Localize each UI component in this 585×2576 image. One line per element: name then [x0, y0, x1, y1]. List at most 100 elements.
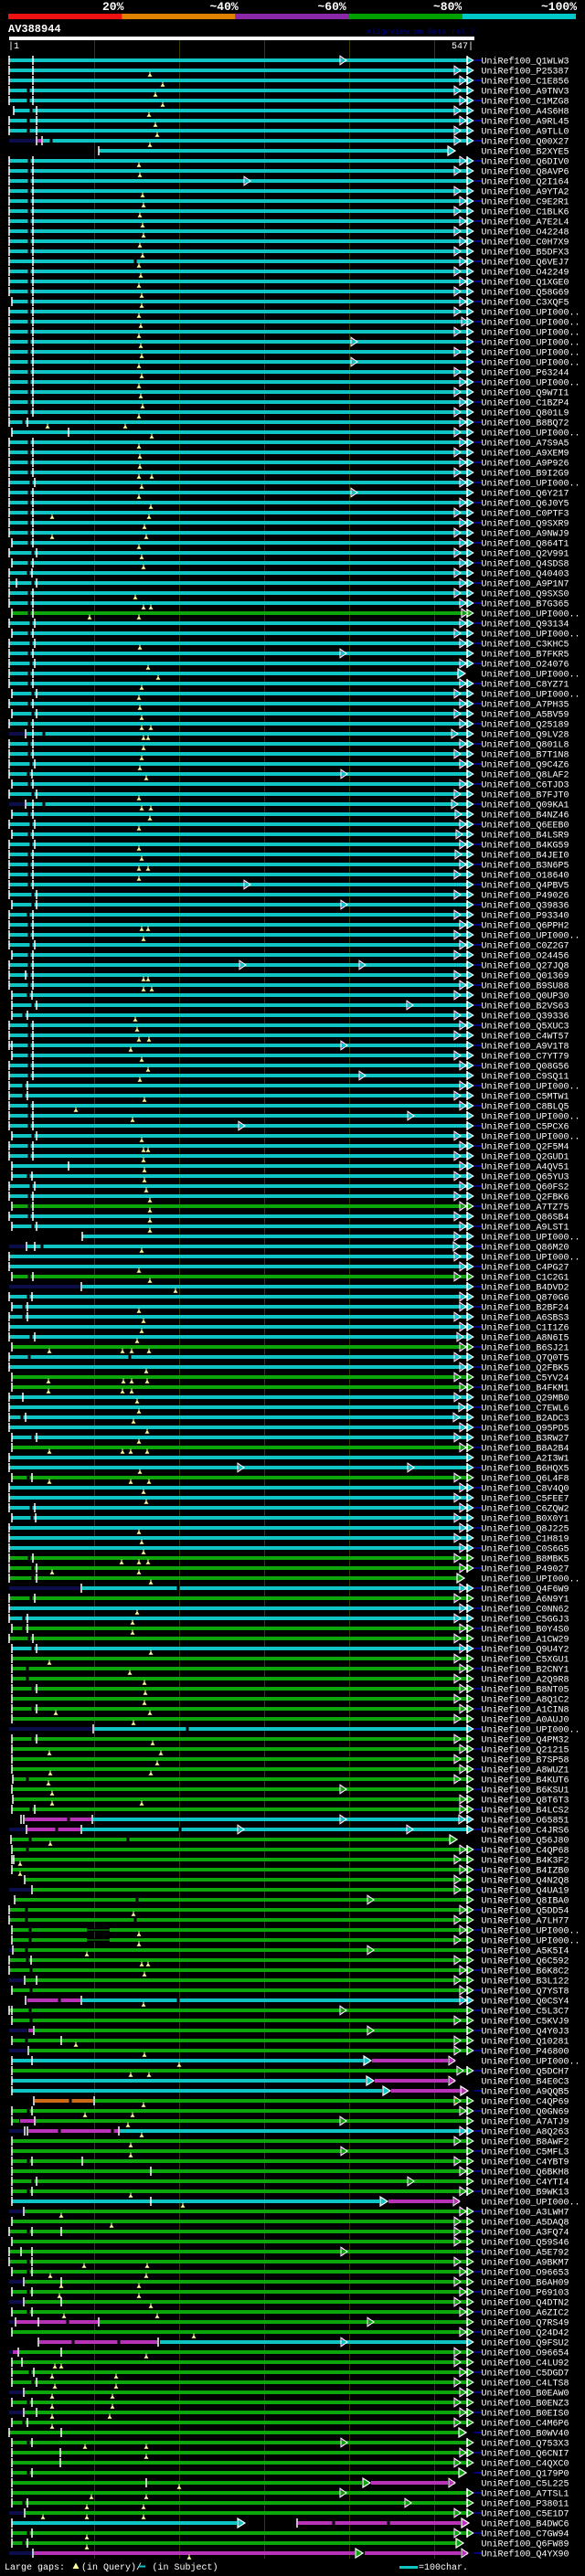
svg-text:UniRef100_Q0CSY4: UniRef100_Q0CSY4 [482, 1996, 569, 2007]
svg-text:~60%: ~60% [318, 0, 346, 14]
svg-text:UniRef100_Q6DIV0: UniRef100_Q6DIV0 [482, 156, 569, 167]
svg-text:UniRef100_B4KUT6: UniRef100_B4KUT6 [482, 1775, 569, 1786]
svg-text:UniRef100_C5MTW1: UniRef100_C5MTW1 [482, 1091, 569, 1102]
svg-text:UniRef100_A1CW29: UniRef100_A1CW29 [482, 1634, 569, 1645]
svg-text:UniRef100_C9E2R1: UniRef100_C9E2R1 [482, 196, 569, 207]
svg-text:UniRef100_Q8J225: UniRef100_Q8J225 [482, 1523, 569, 1534]
svg-text:UniRef100_Q9C4Z6: UniRef100_Q9C4Z6 [482, 759, 569, 770]
svg-text:UniRef100_B4LSR9: UniRef100_B4LSR9 [482, 830, 569, 841]
svg-text:UniRef100_C5KVJ9: UniRef100_C5KVJ9 [482, 2016, 569, 2027]
svg-text:UniRef100_Q2FBK5: UniRef100_Q2FBK5 [482, 1362, 569, 1373]
svg-text:UniRef100_C1C2G1: UniRef100_C1C2G1 [482, 1272, 569, 1283]
svg-text:UniRef100_Q56J80: UniRef100_Q56J80 [482, 1835, 569, 1846]
svg-text:UniRef100_C0S6G5: UniRef100_C0S6G5 [482, 1543, 569, 1554]
svg-text:UniRef100_B3L122: UniRef100_B3L122 [482, 1976, 569, 1987]
svg-text:UniRef100_A9YTA2: UniRef100_A9YTA2 [482, 186, 569, 197]
svg-text:UniRef100_B4LCS2: UniRef100_B4LCS2 [482, 1805, 569, 1816]
svg-text:UniRef100_Q801L9: UniRef100_Q801L9 [482, 408, 569, 419]
svg-text:UniRef100_O24076: UniRef100_O24076 [482, 659, 569, 670]
svg-text:UniRef100_B6KSU1: UniRef100_B6KSU1 [482, 1785, 569, 1796]
svg-text:UniRef100_Q801L8: UniRef100_Q801L8 [482, 739, 569, 750]
svg-text:UniRef100_A9RL45: UniRef100_A9RL45 [482, 116, 569, 127]
svg-text:UniRef100_Q5DCH7: UniRef100_Q5DCH7 [482, 2066, 569, 2077]
svg-text:UniRef100_A9TLL0: UniRef100_A9TLL0 [482, 126, 569, 137]
svg-text:UniRef100_Q1XGE0: UniRef100_Q1XGE0 [482, 277, 569, 288]
svg-text:UniRef100_Q8T6T3: UniRef100_Q8T6T3 [482, 1795, 569, 1806]
svg-text:UniRef100_B7FKR5: UniRef100_B7FKR5 [482, 649, 569, 660]
svg-text:UniRef100_Q10281: UniRef100_Q10281 [482, 2036, 569, 2047]
svg-text:AV388944: AV388944 [8, 23, 61, 36]
svg-text:UniRef100_A7ATJ9: UniRef100_A7ATJ9 [482, 2116, 569, 2127]
svg-text:Large gaps:: Large gaps: [5, 2563, 65, 2573]
svg-text:UniRef100_B5DFX3: UniRef100_B5DFX3 [482, 247, 569, 258]
svg-text:UniRef100_C1BLK6: UniRef100_C1BLK6 [482, 207, 569, 217]
svg-text:UniRef100_B2BF24: UniRef100_B2BF24 [482, 1302, 569, 1313]
svg-text:UniRef100_Q4PM32: UniRef100_Q4PM32 [482, 1734, 569, 1745]
svg-text:UniRef100_UPI000..: UniRef100_UPI000.. [482, 1925, 580, 1936]
svg-text:UniRef100_Q4UA19: UniRef100_Q4UA19 [482, 1885, 569, 1896]
svg-text:UniRef100_UPI000..: UniRef100_UPI000.. [482, 1131, 580, 1142]
svg-text:UniRef100_C1H819: UniRef100_C1H819 [482, 1533, 569, 1544]
svg-text:UniRef100_A8Q1C2: UniRef100_A8Q1C2 [482, 1694, 569, 1705]
svg-text:UniRef100_P93340: UniRef100_P93340 [482, 910, 569, 921]
svg-text:UniRef100_Q6BKH8: UniRef100_Q6BKH8 [482, 2167, 569, 2178]
svg-text:UniRef100_UPI000..: UniRef100_UPI000.. [482, 478, 580, 489]
svg-text:UniRef100_Q0GN69: UniRef100_Q0GN69 [482, 2106, 569, 2117]
svg-text:UniRef100_B8MBK5: UniRef100_B8MBK5 [482, 1553, 569, 1564]
svg-text:UniRef100_Q6PPH2: UniRef100_Q6PPH2 [482, 920, 569, 931]
svg-text:~80%: ~80% [433, 0, 462, 14]
svg-text:UniRef100_UPI000..: UniRef100_UPI000.. [482, 1111, 580, 1122]
svg-text:UniRef100_A4S6H8: UniRef100_A4S6H8 [482, 106, 569, 117]
svg-text:UniRef100_C4YTI4: UniRef100_C4YTI4 [482, 2177, 569, 2188]
svg-text:UniRef100_A9LST1: UniRef100_A9LST1 [482, 1222, 569, 1233]
svg-text:UniRef100_P49026: UniRef100_P49026 [482, 890, 569, 901]
svg-text:UniRef100_Q6EEB0: UniRef100_Q6EEB0 [482, 820, 569, 831]
svg-text:UniRef100_Q7Q0T5: UniRef100_Q7Q0T5 [482, 1352, 569, 1363]
svg-text:UniRef100_B4DVD2: UniRef100_B4DVD2 [482, 1282, 569, 1293]
svg-text:UniRef100_A2Q9R8: UniRef100_A2Q9R8 [482, 1674, 569, 1685]
svg-text:UniRef100_UPI000..: UniRef100_UPI000.. [482, 629, 580, 640]
svg-text:UniRef100_B0Y4S0: UniRef100_B0Y4S0 [482, 1624, 569, 1635]
svg-text:UniRef100_A9TNV3: UniRef100_A9TNV3 [482, 86, 569, 97]
svg-text:UniRef100_A7PH35: UniRef100_A7PH35 [482, 699, 569, 710]
svg-text:UniRef100_A1CIN8: UniRef100_A1CIN8 [482, 1704, 569, 1715]
svg-text:UniRef100_C0NN62: UniRef100_C0NN62 [482, 1604, 569, 1615]
svg-text:UniRef100_UPI000..: UniRef100_UPI000.. [482, 609, 580, 620]
svg-text:UniRef100_Q86M20: UniRef100_Q86M20 [482, 1242, 569, 1253]
svg-text:UniRef100_C4M6P6: UniRef100_C4M6P6 [482, 2418, 569, 2429]
svg-text:UniRef100_UPI000..: UniRef100_UPI000.. [482, 1935, 580, 1946]
svg-text:UniRef100_UPI000..: UniRef100_UPI000.. [482, 307, 580, 318]
svg-text:UniRef100_P69103: UniRef100_P69103 [482, 2287, 569, 2298]
svg-text:UniRef100_Q9SXS0: UniRef100_Q9SXS0 [482, 588, 569, 599]
svg-text:UniRef100_A9P1N7: UniRef100_A9P1N7 [482, 578, 569, 589]
svg-text:UniRef100_Q4PBV5: UniRef100_Q4PBV5 [482, 880, 569, 891]
svg-text:UniRef100_P25387: UniRef100_P25387 [482, 66, 569, 77]
svg-text:UniRef100_UPI000..: UniRef100_UPI000.. [482, 930, 580, 941]
svg-text:UniRef100_A4QV51: UniRef100_A4QV51 [482, 1161, 569, 1172]
svg-text:UniRef100_P46800: UniRef100_P46800 [482, 2046, 569, 2057]
svg-text:UniRef100_A9NWJ9: UniRef100_A9NWJ9 [482, 528, 569, 539]
svg-text:UniRef100_Q4DTN2: UniRef100_Q4DTN2 [482, 2297, 569, 2308]
svg-text:UniRef100_Q7YST8: UniRef100_Q7YST8 [482, 1986, 569, 1997]
svg-text:20%: 20% [102, 0, 124, 14]
svg-text:UniRef100_Q27JQ8: UniRef100_Q27JQ8 [482, 960, 569, 971]
svg-text:UniRef100_UPI000..: UniRef100_UPI000.. [482, 327, 580, 338]
svg-text:UniRef100_Q08G56: UniRef100_Q08G56 [482, 1061, 569, 1072]
svg-text:UniRef100_B4IZB0: UniRef100_B4IZB0 [482, 1865, 569, 1876]
svg-text:UniRef100_A3FQ74: UniRef100_A3FQ74 [482, 2227, 569, 2238]
svg-text:UniRef100_C5FEE7: UniRef100_C5FEE7 [482, 1493, 569, 1504]
svg-text:UniRef100_Q6J0Y5: UniRef100_Q6J0Y5 [482, 498, 569, 509]
svg-text:UniRef100_A6N9Y1: UniRef100_A6N9Y1 [482, 1594, 569, 1605]
svg-text:UniRef100_A5K5I4: UniRef100_A5K5I4 [482, 1945, 569, 1956]
svg-text:UniRef100_A9XEM9: UniRef100_A9XEM9 [482, 448, 569, 459]
svg-text:UniRef100_C8YZ71: UniRef100_C8YZ71 [482, 679, 569, 690]
svg-text:UniRef100_A6SBS3: UniRef100_A6SBS3 [482, 1312, 569, 1323]
svg-text:UniRef100_C0PTF3: UniRef100_C0PTF3 [482, 508, 569, 519]
svg-text:UniRef100_UPI000..: UniRef100_UPI000.. [482, 1232, 580, 1243]
svg-text:UniRef100_UPI000..: UniRef100_UPI000.. [482, 689, 580, 700]
svg-text:UniRef100_A5BV59: UniRef100_A5BV59 [482, 709, 569, 720]
svg-text:UniRef100_O18640: UniRef100_O18640 [482, 870, 569, 881]
svg-text:UniRef100_B9I2G9: UniRef100_B9I2G9 [482, 468, 569, 479]
svg-text:UniRef100_Q6L4F8: UniRef100_Q6L4F8 [482, 1473, 569, 1484]
svg-text:UniRef100_Q2F5M4: UniRef100_Q2F5M4 [482, 1141, 569, 1152]
